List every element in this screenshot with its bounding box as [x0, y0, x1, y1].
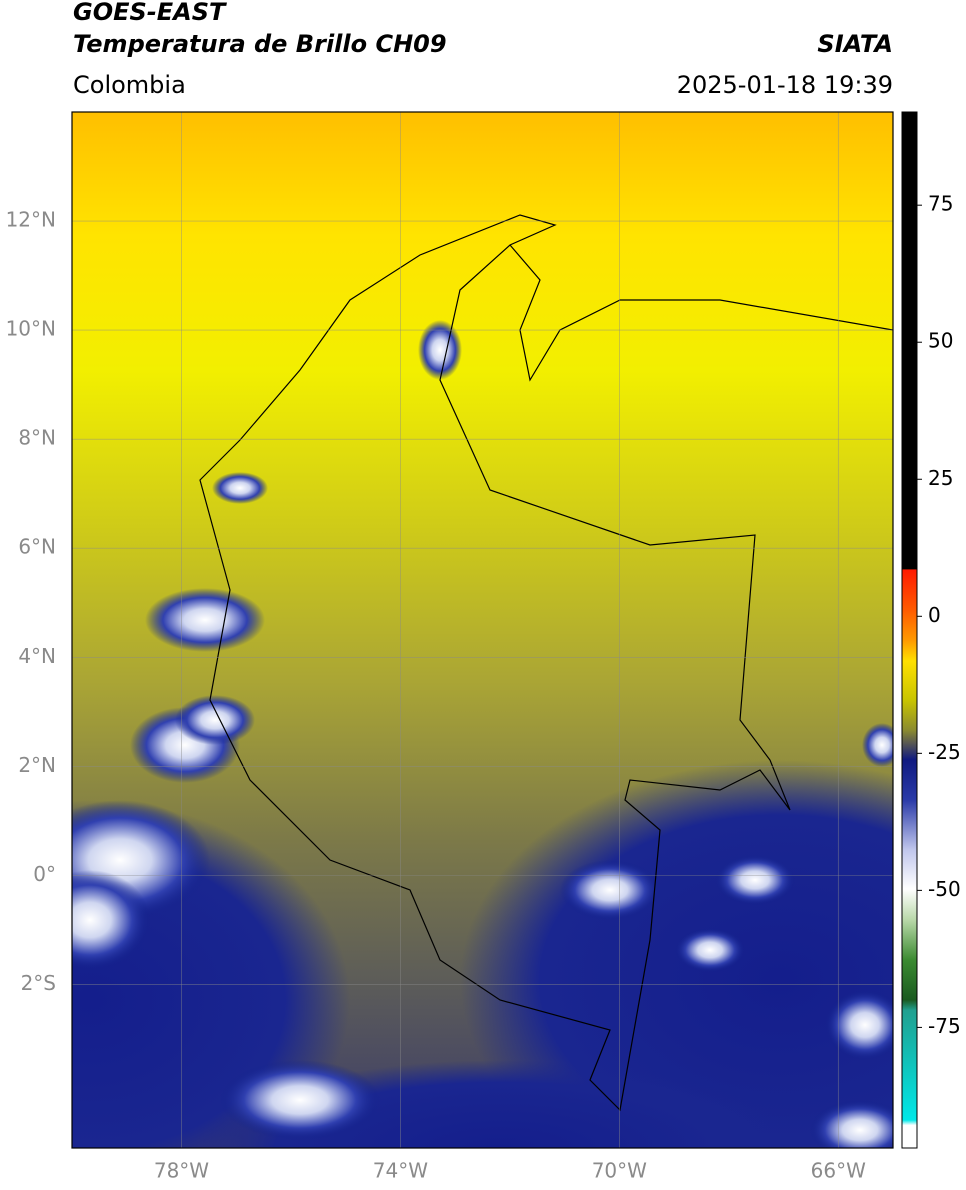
cloud — [145, 588, 265, 652]
colorbar — [901, 111, 918, 1149]
y-tick-label: 2°N — [18, 753, 56, 777]
colorbar-tick-label: -25 — [928, 740, 961, 764]
region-label: Colombia — [73, 71, 186, 99]
cloud — [715, 855, 795, 905]
colorbar-tick-label: 50 — [928, 329, 953, 353]
colorbar-tick-label: -50 — [928, 877, 961, 901]
colorbar-tick-label: -75 — [928, 1014, 961, 1038]
x-tick-label: 74°W — [373, 1159, 428, 1183]
source-label: SIATA — [817, 30, 893, 58]
y-tick-label: 8°N — [18, 426, 56, 450]
cloud — [220, 1060, 380, 1140]
y-tick-label: 10°N — [6, 317, 56, 341]
colorbar-tick-label: 75 — [928, 192, 953, 216]
timestamp: 2025-01-18 19:39 — [677, 71, 893, 99]
cloud — [675, 928, 745, 972]
x-tick-label: 78°W — [154, 1159, 209, 1183]
cloud — [825, 990, 893, 1060]
colorbar-tick-label: 0 — [928, 603, 941, 627]
cloud — [418, 320, 462, 380]
map-image — [72, 112, 893, 1148]
product-title: Temperatura de Brillo CH09 — [73, 30, 447, 58]
map-frame — [71, 111, 894, 1149]
colorbar-tick-label: 25 — [928, 466, 953, 490]
cloud — [175, 695, 255, 745]
cloud — [810, 1100, 893, 1148]
coastline — [509, 244, 893, 382]
y-tick-label: 12°N — [6, 208, 56, 232]
y-tick-label: 4°N — [18, 644, 56, 668]
country-border — [199, 214, 791, 1112]
satellite-title: GOES-EAST — [73, 0, 227, 26]
cloud — [862, 723, 893, 767]
y-tick-label: 6°N — [18, 535, 56, 559]
x-tick-label: 70°W — [592, 1159, 647, 1183]
cloud — [560, 860, 660, 920]
y-tick-label: 0° — [33, 862, 56, 886]
x-tick-label: 66°W — [811, 1159, 866, 1183]
cloud — [72, 870, 150, 970]
y-tick-label: 2°S — [21, 971, 56, 995]
cloud — [212, 472, 268, 504]
